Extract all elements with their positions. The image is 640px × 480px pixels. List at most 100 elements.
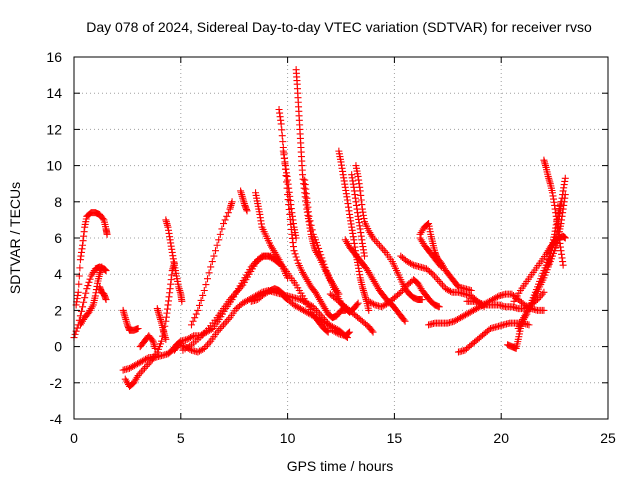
data-point (400, 316, 408, 324)
data-point (316, 248, 324, 256)
data-point (213, 241, 221, 249)
series-arc-33 (463, 288, 548, 313)
data-point (279, 138, 287, 146)
series-arc-24 (352, 162, 426, 304)
data-point (321, 263, 329, 271)
data-point (360, 252, 368, 260)
data-point (202, 281, 210, 289)
data-point (561, 174, 569, 182)
data-point (84, 282, 92, 290)
data-point (73, 324, 81, 332)
x-tick-label: 15 (387, 430, 403, 446)
series-arc-5 (119, 306, 142, 334)
data-point (243, 207, 251, 215)
data-point (77, 307, 85, 315)
series-arc-38 (544, 198, 565, 269)
data-point (317, 251, 325, 259)
data-point (319, 257, 327, 265)
data-point (75, 280, 83, 288)
x-axis-title: GPS time / hours (287, 458, 394, 474)
data-point (335, 290, 343, 298)
data-point (401, 317, 409, 325)
y-tick-label: 8 (54, 194, 62, 210)
data-point (207, 263, 215, 271)
data-point (525, 321, 533, 329)
y-tick-label: 0 (54, 339, 62, 355)
data-point (199, 291, 207, 299)
data-point (353, 301, 361, 309)
axis-ticks: 0 5 10 15 20 25 -4 -2 0 2 4 6 8 10 12 14 16 (46, 49, 616, 446)
data-point (83, 285, 91, 293)
data-point (292, 234, 300, 242)
y-tick-label: 12 (46, 121, 62, 137)
data-point (291, 250, 299, 258)
y-tick-label: -2 (50, 375, 63, 391)
y-axis-title: SDTVAR / TECUs (7, 182, 23, 294)
x-tick-label: 25 (600, 430, 616, 446)
data-point (436, 262, 444, 270)
data-point (86, 275, 94, 283)
data-points (70, 66, 569, 390)
data-point (194, 306, 202, 314)
data-point (76, 264, 84, 272)
data-point (224, 209, 232, 217)
series-arc-12 (179, 252, 283, 354)
data-point (221, 216, 229, 224)
data-point (151, 344, 159, 352)
data-point (80, 298, 88, 306)
data-point (467, 286, 475, 294)
data-point (82, 289, 90, 297)
data-point (395, 290, 403, 298)
series-arc-2 (72, 209, 111, 309)
series-arc-23 (348, 171, 368, 260)
data-point (493, 293, 501, 301)
data-point (557, 198, 565, 206)
data-point (228, 198, 236, 206)
series-arc-18 (279, 147, 300, 242)
series-arc-3 (76, 263, 106, 329)
data-point (305, 212, 313, 220)
data-point (561, 234, 569, 242)
x-tick-label: 5 (177, 430, 185, 446)
series-arc-16 (252, 189, 292, 282)
data-point (307, 221, 315, 229)
series-arc-9 (153, 305, 170, 343)
data-point (85, 278, 93, 286)
data-point (346, 328, 354, 336)
series-arc-26 (326, 290, 377, 336)
data-point (208, 258, 216, 266)
series-arc-13 (187, 198, 236, 329)
data-point (223, 212, 231, 220)
y-tick-label: 14 (46, 85, 62, 101)
data-point (318, 254, 326, 262)
x-tick-label: 0 (70, 430, 78, 446)
y-tick-label: 10 (46, 158, 62, 174)
y-tick-label: 6 (54, 230, 62, 246)
y-tick-label: 16 (46, 49, 62, 65)
data-point (418, 296, 426, 304)
data-point (290, 247, 298, 255)
data-point (437, 263, 445, 271)
series-arc-15 (247, 285, 287, 305)
data-point (540, 306, 548, 314)
data-point (102, 296, 110, 304)
data-point (278, 126, 286, 134)
data-point (427, 269, 435, 277)
data-point (218, 225, 226, 233)
data-point (205, 269, 213, 277)
data-point (188, 333, 196, 341)
data-point (204, 275, 211, 283)
data-point (408, 260, 416, 268)
data-point (323, 327, 331, 335)
y-tick-label: -4 (50, 411, 63, 427)
y-tick-label: 4 (54, 266, 62, 282)
data-point (197, 296, 205, 304)
series-arc-30 (416, 234, 445, 271)
data-point (365, 306, 373, 314)
data-point (308, 226, 316, 234)
data-point (99, 215, 107, 223)
x-tick-label: 10 (280, 430, 296, 446)
data-point (74, 288, 82, 296)
